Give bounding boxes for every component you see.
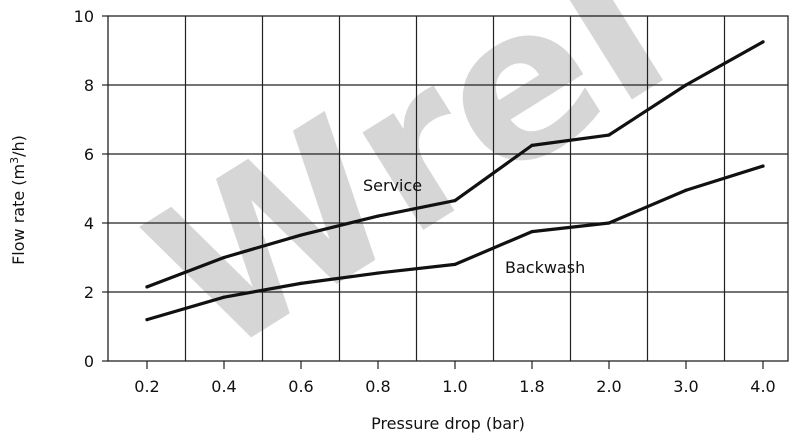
y-axis-label-sup: 3 (8, 157, 21, 164)
x-tick-label: 2.0 (596, 377, 621, 396)
x-tick-label: 1.8 (519, 377, 544, 396)
tick-labels: 0 2 4 6 8 10 0.2 0.4 0.6 0.8 1.0 1.8 2.0 3.0 4.0 (74, 7, 776, 396)
data-point-service (453, 198, 457, 203)
x-tick-label: 0.8 (365, 377, 390, 396)
series-label-service: Service (363, 176, 422, 195)
x-tick-label: 3.0 (673, 377, 698, 396)
data-point-backwash (684, 188, 688, 192)
y-tick-label: 4 (84, 214, 94, 233)
data-point-service (145, 285, 149, 289)
y-axis-label: Flow rate (m3/h) (8, 135, 29, 265)
y-axis-label-main: Flow rate (m (9, 164, 28, 265)
series-lines (145, 40, 765, 322)
x-tick-label: 4.0 (750, 377, 775, 396)
watermark: Wrel (112, 0, 705, 402)
x-tick-label: 0.6 (288, 377, 313, 396)
data-point-service (761, 40, 765, 44)
series-label-backwash: Backwash (505, 258, 585, 277)
x-tick-label: 1.0 (442, 377, 467, 396)
x-axis-label: Pressure drop (bar) (371, 414, 525, 433)
data-point-backwash (299, 281, 303, 285)
data-point-backwash (145, 318, 149, 322)
axes (102, 15, 789, 369)
data-point-backwash (453, 262, 457, 266)
data-point-service (530, 143, 534, 147)
y-tick-label: 0 (84, 352, 94, 371)
x-tick-label: 0.2 (134, 377, 159, 396)
watermark-text: Wrel (112, 0, 705, 402)
plot-frame (107, 15, 789, 362)
x-tick-label: 0.4 (211, 377, 236, 396)
y-tick-label: 8 (84, 76, 94, 95)
data-point-backwash (530, 230, 534, 234)
data-point-backwash (607, 221, 611, 225)
y-tick-label: 2 (84, 283, 94, 302)
data-point-backwash (761, 164, 765, 168)
y-tick-label: 6 (84, 145, 94, 164)
data-point-service (376, 214, 380, 218)
y-tick-label: 10 (74, 7, 94, 26)
data-point-service (299, 233, 303, 237)
data-point-service (684, 83, 688, 87)
data-point-service (607, 133, 611, 137)
data-point-backwash (376, 271, 380, 275)
data-point-backwash (222, 295, 226, 299)
grid (108, 16, 788, 361)
data-point-service (222, 255, 226, 260)
y-axis-label-end: /h) (9, 135, 28, 157)
